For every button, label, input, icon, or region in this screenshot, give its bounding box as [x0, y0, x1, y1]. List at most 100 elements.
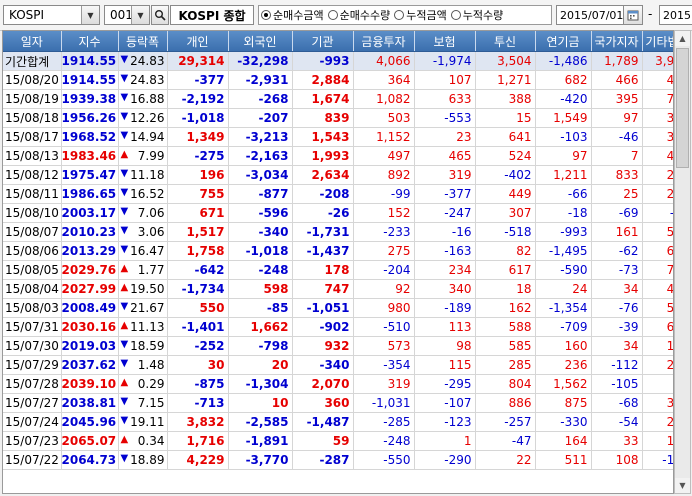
radio-button-icon[interactable]: [450, 10, 461, 20]
table-row[interactable]: 15/08/06 2013.29 ▼ 16.47 1,758 -1,018 -1,437 27…: [3, 241, 673, 261]
chevron-down-icon[interactable]: ▼: [131, 6, 149, 24]
table-row[interactable]: 15/07/23 2065.07 ▲ 0.34 1,716 -1,891 59 -248 1 -4…: [3, 431, 673, 451]
table-row[interactable]: 15/08/05 2029.76 ▲ 1.77 -642 -248 178 -204 234 61…: [3, 260, 673, 280]
table-row[interactable]: 15/08/19 1939.38 ▼ 16.88 -2,192 -268 1,674 1,08…: [3, 89, 673, 109]
column-header[interactable]: 금융투자: [353, 31, 415, 52]
foreign-cell: 20: [228, 355, 293, 375]
index-cell: 1914.55: [61, 70, 119, 90]
government-cell: -69: [591, 203, 643, 223]
radio-option[interactable]: 누적수량: [450, 7, 503, 23]
table-row[interactable]: 15/08/03 2008.49 ▼ 21.67 550 -85 -1,051 980 -189…: [3, 298, 673, 318]
column-header[interactable]: 국가지자: [591, 31, 643, 52]
change-value: 7.99: [137, 149, 165, 163]
vertical-scrollbar[interactable]: ▲ ▼: [674, 30, 691, 494]
end-date-input[interactable]: 2015: [659, 5, 692, 25]
change-cell: ▲ 7.99: [118, 146, 168, 166]
radio-option[interactable]: 누적금액: [394, 7, 447, 23]
radio-button-icon[interactable]: [261, 10, 271, 20]
change-cell: ▼ 18.59: [118, 336, 168, 356]
government-cell: 34: [591, 336, 643, 356]
other-corp-cell: 429: [642, 70, 673, 90]
scroll-up-icon[interactable]: ▲: [675, 31, 690, 46]
pension-cell: -993: [535, 222, 592, 242]
index-cell: 2010.23: [61, 222, 119, 242]
financial-investment-cell: 503: [353, 108, 415, 128]
market-select[interactable]: KOSPI ▼: [3, 5, 100, 25]
financial-investment-cell: -233: [353, 222, 415, 242]
table-row[interactable]: 15/08/04 2027.99 ▲ 19.50 -1,734 598 747 92 340 18…: [3, 279, 673, 299]
table-row[interactable]: 15/08/17 1968.52 ▼ 14.94 1,349 -3,213 1,543 1,1…: [3, 127, 673, 147]
table-row[interactable]: 15/08/10 2003.17 ▼ 7.06 671 -596 -26 152 -247 307…: [3, 203, 673, 223]
insurance-cell: 633: [414, 89, 476, 109]
search-button[interactable]: [151, 5, 169, 25]
index-cell: 2045.96: [61, 412, 119, 432]
table-row[interactable]: 15/08/12 1975.47 ▼ 11.18 196 -3,034 2,634 892 31…: [3, 165, 673, 185]
column-header[interactable]: 투신: [475, 31, 536, 52]
code-select[interactable]: 001 ▼: [104, 5, 150, 25]
insurance-cell: -16: [414, 222, 476, 242]
investment-trust-cell: -402: [475, 165, 536, 185]
column-header[interactable]: 등락폭: [118, 31, 168, 52]
radio-button-icon[interactable]: [327, 10, 338, 20]
institution-cell: -1,051: [292, 298, 354, 318]
radio-option-label: 순매수금액: [273, 9, 324, 22]
table-row[interactable]: 15/07/24 2045.96 ▼ 19.11 3,832 -2,585 -1,487 -2…: [3, 412, 673, 432]
government-cell: -73: [591, 260, 643, 280]
column-header[interactable]: 일자: [3, 31, 62, 52]
table-row[interactable]: 15/07/27 2038.81 ▼ 7.15 -713 10 360 -1,031 -107 8…: [3, 393, 673, 413]
investment-trust-cell: 22: [475, 450, 536, 470]
date-cell: 15/08/13: [3, 146, 62, 166]
index-cell: 2019.03: [61, 336, 119, 356]
start-date-input[interactable]: 2015/07/01: [556, 5, 635, 25]
individual-cell: -2,192: [167, 89, 229, 109]
individual-cell: 550: [167, 298, 229, 318]
triangle-down-icon: ▼: [120, 225, 129, 236]
radio-option[interactable]: 순매수수량: [327, 7, 390, 23]
investment-trust-cell: 388: [475, 89, 536, 109]
change-value: 19.50: [130, 282, 165, 296]
other-corp-cell: 239: [642, 412, 673, 432]
scroll-thumb[interactable]: [676, 48, 689, 168]
column-header[interactable]: 개인: [167, 31, 229, 52]
table-row[interactable]: 15/08/18 1956.26 ▼ 12.26 -1,018 -207 839 503 -55…: [3, 108, 673, 128]
other-corp-cell: 112: [642, 431, 673, 451]
financial-investment-cell: 319: [353, 374, 415, 394]
institution-cell: 360: [292, 393, 354, 413]
table-row[interactable]: 15/07/28 2039.10 ▲ 0.29 -875 -1,304 2,070 319 -2…: [3, 374, 673, 394]
table-row[interactable]: 15/07/22 2064.73 ▼ 18.89 4,229 -3,770 -287 -550…: [3, 450, 673, 470]
table-row[interactable]: 15/08/20 1914.55 ▼ 24.83 -377 -2,931 2,884 364 1…: [3, 70, 673, 90]
individual-cell: 30: [167, 355, 229, 375]
radio-option[interactable]: 순매수금액: [261, 7, 324, 23]
pension-cell: -1,354: [535, 298, 592, 318]
column-header[interactable]: 지수: [61, 31, 119, 52]
institution-cell: 2,884: [292, 70, 354, 90]
column-header[interactable]: 외국인: [228, 31, 293, 52]
scroll-down-icon[interactable]: ▼: [675, 478, 690, 493]
triangle-down-icon: ▼: [120, 396, 129, 407]
triangle-down-icon: ▼: [120, 206, 129, 217]
radio-button-icon[interactable]: [394, 10, 405, 20]
table-row[interactable]: 15/07/30 2019.03 ▼ 18.59 -252 -798 932 573 98 585…: [3, 336, 673, 356]
investment-trust-cell: -518: [475, 222, 536, 242]
institution-cell: -287: [292, 450, 354, 470]
column-header[interactable]: 기관: [292, 31, 354, 52]
triangle-down-icon: ▼: [120, 358, 129, 369]
pension-cell: -1,486: [535, 51, 592, 71]
table-row[interactable]: 15/07/31 2030.16 ▲ 11.13 -1,401 1,662 -902 -510…: [3, 317, 673, 337]
column-header[interactable]: 보험: [414, 31, 476, 52]
change-cell: ▼ 16.52: [118, 184, 168, 204]
foreign-cell: 1,662: [228, 317, 293, 337]
column-header[interactable]: 기타법인: [642, 31, 673, 52]
column-header[interactable]: 연기금: [535, 31, 592, 52]
financial-investment-cell: -285: [353, 412, 415, 432]
total-row[interactable]: 기간합계 1914.55 ▼ 24.83 29,314 -32,298 -993 4,066-…: [3, 51, 673, 71]
government-cell: 108: [591, 450, 643, 470]
table-row[interactable]: 15/07/29 2037.62 ▼ 1.48 30 20 -340 -354 115 285 23…: [3, 355, 673, 375]
table-row[interactable]: 15/08/07 2010.23 ▼ 3.06 1,517 -340 -1,731 -233-…: [3, 222, 673, 242]
start-calendar-button[interactable]: [623, 5, 643, 25]
institution-cell: -1,731: [292, 222, 354, 242]
chevron-down-icon[interactable]: ▼: [81, 6, 99, 24]
table-row[interactable]: 15/08/13 1983.46 ▲ 7.99 -275 -2,163 1,993 497 46…: [3, 146, 673, 166]
table-row[interactable]: 15/08/11 1986.65 ▼ 16.52 755 -877 -208 -99 -377 4…: [3, 184, 673, 204]
change-value: 16.88: [130, 92, 165, 106]
